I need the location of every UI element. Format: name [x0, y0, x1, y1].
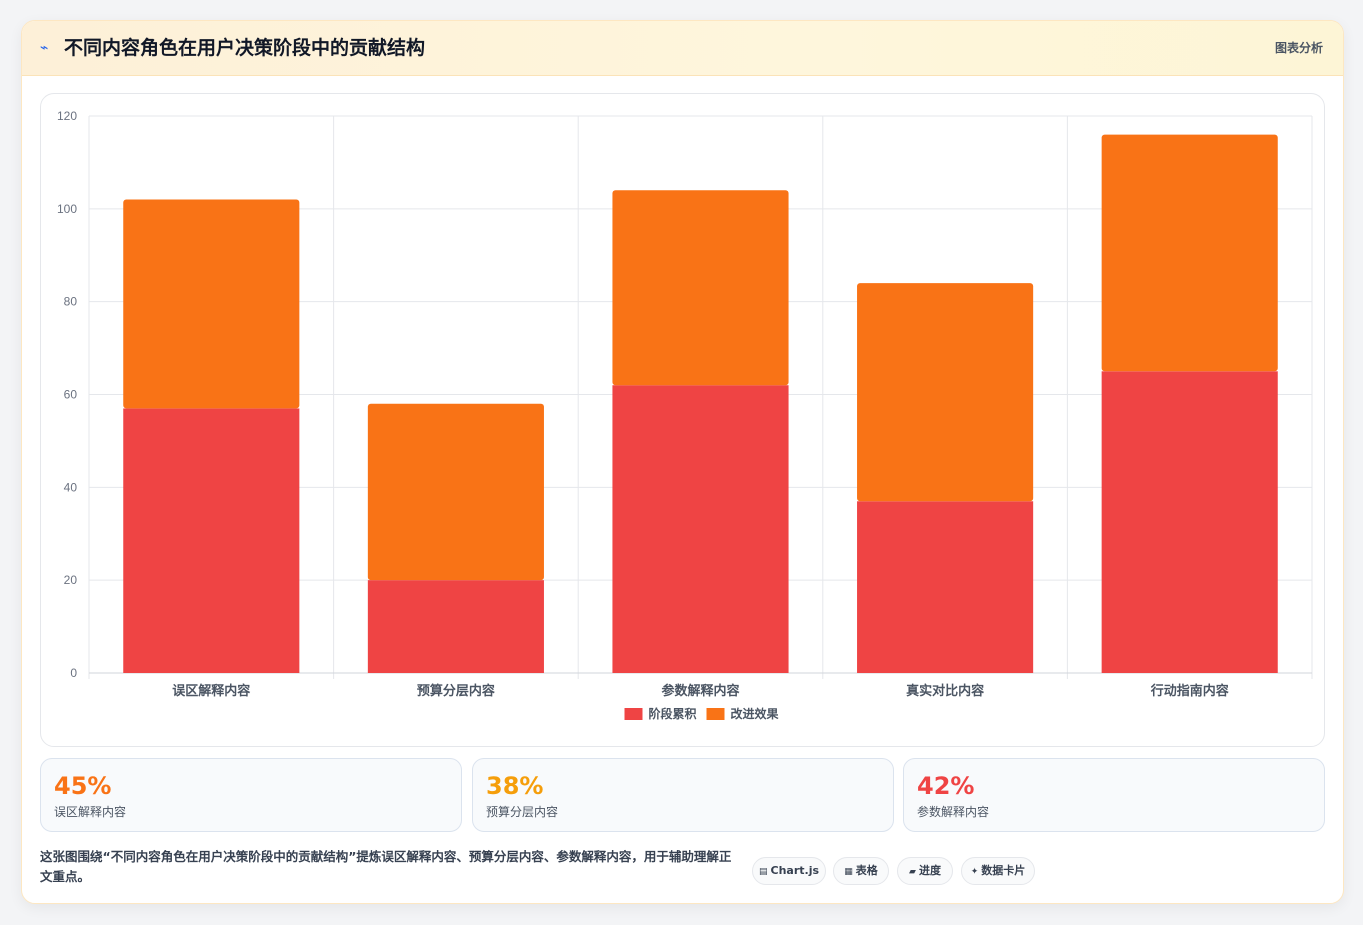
- chip-progress[interactable]: ▰ 进度: [897, 857, 953, 885]
- chip-label: 数据卡片: [981, 864, 1026, 877]
- y-tick-label: 40: [64, 480, 78, 494]
- x-tick-label: 误区解释内容: [172, 683, 250, 699]
- y-tick-label: 80: [64, 295, 78, 309]
- bar-segment: [857, 501, 1034, 673]
- grid-icon: ▦: [844, 867, 853, 877]
- y-tick-label: 60: [64, 388, 78, 402]
- card-header: ⌁ 不同内容角色在用户决策阶段中的贡献结构 图表分析: [22, 21, 1343, 76]
- chip-data-card[interactable]: ✦ 数据卡片: [961, 857, 1035, 885]
- kpi-card-3: 42% 参数解释内容: [903, 758, 1325, 832]
- legend-swatch: [706, 708, 725, 720]
- chart-summary: 这张图围绕“不同内容角色在用户决策阶段中的贡献结构”提炼误区解释内容、预算分层内…: [40, 849, 732, 884]
- chart-icon: ⌁: [40, 40, 49, 56]
- y-tick-label: 100: [57, 202, 77, 216]
- bar-segment: [857, 283, 1034, 502]
- chip-table[interactable]: ▦ 表格: [833, 857, 889, 885]
- bar-segment: [612, 190, 789, 386]
- kpi-label: 预算分层内容: [486, 805, 559, 819]
- bar-segment: [1101, 134, 1278, 372]
- progress-icon: ▰: [909, 867, 916, 877]
- page-title: 不同内容角色在用户决策阶段中的贡献结构: [64, 37, 426, 59]
- chip-label: 表格: [855, 864, 878, 877]
- bar-segment: [367, 580, 544, 673]
- x-tick-label: 参数解释内容: [661, 683, 739, 699]
- bar-segment: [123, 408, 300, 673]
- kpi-value: 42%: [917, 772, 975, 800]
- chart-analysis-tag: 图表分析: [1274, 41, 1323, 55]
- chart-card: ⌁ 不同内容角色在用户决策阶段中的贡献结构 图表分析 0 20 40 60 80 100 1…: [21, 20, 1344, 904]
- bar-segment: [612, 385, 789, 673]
- chart-panel: 0 20 40 60 80 100 120 误区解释内容 预算分层内容 参数解释内容 真实对比内容 行…: [40, 93, 1325, 747]
- chip-chartjs[interactable]: ▤ Chart.js: [752, 857, 826, 885]
- bar-segment: [1101, 371, 1278, 673]
- bar-segment: [123, 199, 300, 409]
- kpi-label: 误区解释内容: [54, 805, 127, 819]
- kpi-card-1: 45% 误区解释内容: [40, 758, 462, 832]
- y-tick-label: 120: [57, 109, 77, 123]
- kpi-value: 38%: [486, 772, 544, 800]
- x-tick-label: 真实对比内容: [906, 683, 984, 699]
- x-tick-label: 行动指南内容: [1150, 683, 1229, 699]
- y-tick-label: 0: [70, 666, 77, 680]
- stacked-bar-chart: 0 20 40 60 80 100 120 误区解释内容 预算分层内容 参数解释内容 真实对比内容 行…: [57, 109, 1313, 721]
- legend-label: 阶段累积: [649, 706, 697, 721]
- legend-label: 改进效果: [731, 706, 779, 721]
- kpi-card-2: 38% 预算分层内容: [472, 758, 894, 832]
- kpi-value: 45%: [54, 772, 112, 800]
- table-icon: ▤: [758, 867, 768, 877]
- chip-label: Chart.js: [770, 864, 820, 877]
- x-tick-label: 预算分层内容: [417, 683, 495, 699]
- chip-label: 进度: [918, 864, 941, 877]
- bar-segment: [367, 403, 544, 581]
- legend-swatch: [624, 708, 643, 720]
- kpi-label: 参数解释内容: [917, 805, 990, 819]
- y-tick-label: 20: [64, 573, 78, 587]
- sparkle-icon: ✦: [970, 867, 979, 877]
